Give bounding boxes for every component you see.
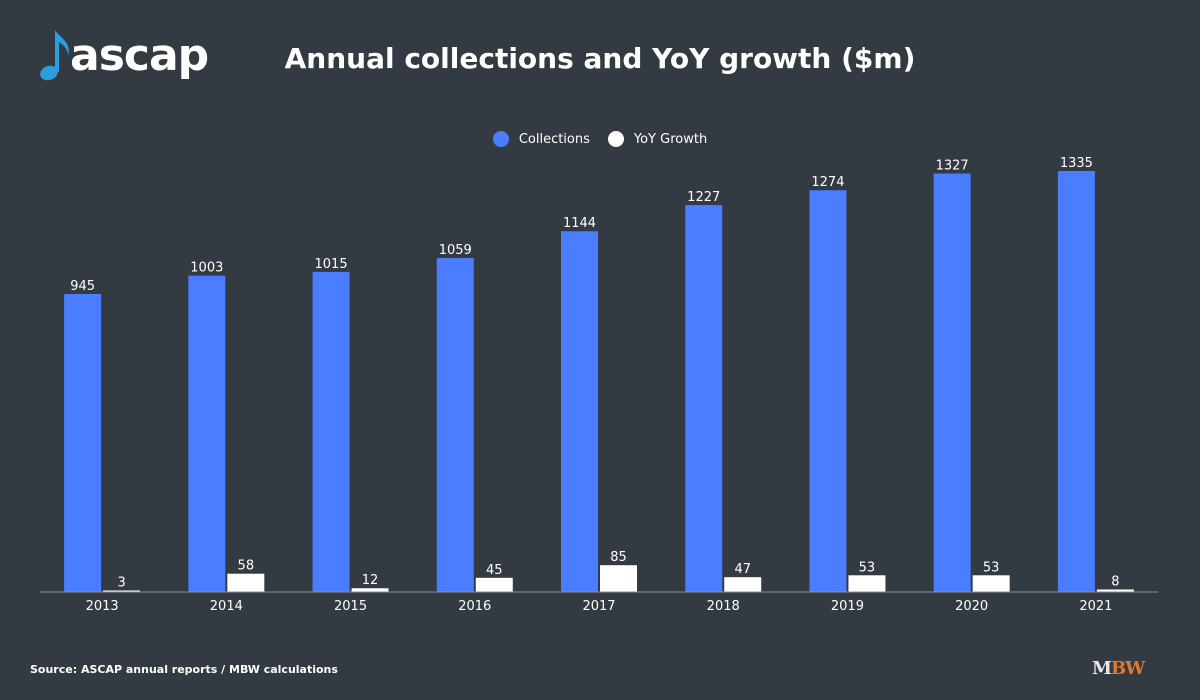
collections-label-2015: 1015 — [315, 257, 348, 272]
collections-bar-2016 — [436, 258, 474, 592]
yoy-growth-bar-2021 — [1096, 589, 1134, 592]
brand-m: M — [1092, 658, 1112, 679]
yoy-growth-bar-2017 — [600, 565, 637, 592]
legend-item-yoy-growth[interactable]: YoY Growth — [607, 131, 708, 147]
x-tick-label-2015: 2015 — [334, 599, 367, 614]
brand-bw: BW — [1110, 658, 1145, 679]
music-note-icon — [40, 30, 69, 81]
legend-label-collections: Collections — [518, 131, 590, 147]
source-note: Source: ASCAP annual reports / MBW calcu… — [30, 663, 338, 676]
logo-text: ascap — [70, 30, 209, 81]
collections-bar-2015 — [312, 271, 350, 592]
yoy-growth-bar-2018 — [724, 577, 762, 592]
bar-chart: 945 3 1003 58 1015 12 1059 45 1144 85 1227 47 1274 53… — [40, 156, 1158, 614]
collections-bar-2020 — [933, 173, 971, 593]
yoy-growth-bar-2015 — [351, 588, 389, 592]
yoy-growth-bar-2019 — [848, 575, 886, 592]
yoy-growth-bar-2016 — [475, 577, 513, 592]
collections-bar-2018 — [685, 205, 723, 593]
collections-bar-2021 — [1057, 171, 1095, 592]
yoy-growth-bar-2014 — [227, 573, 265, 592]
chart-legend: Collections YoY Growth — [0, 131, 1200, 147]
legend-label-yoy-growth: YoY Growth — [633, 131, 708, 147]
collections-label-2017: 1144 — [563, 216, 596, 231]
x-tick-label-2016: 2016 — [458, 599, 491, 614]
yoy-growth-label-2021: 8 — [1111, 574, 1119, 589]
yoy-growth-label-2015: 12 — [362, 573, 379, 588]
yoy-growth-bar-2020 — [972, 575, 1010, 592]
x-tick-label-2018: 2018 — [707, 599, 740, 614]
yoy-growth-label-2013: 3 — [117, 576, 125, 591]
collections-bar-2014 — [188, 275, 226, 592]
mbw-logo: MBW — [1092, 658, 1145, 679]
x-tick-label-2014: 2014 — [210, 599, 243, 614]
collections-label-2019: 1274 — [811, 175, 844, 190]
x-tick-label-2020: 2020 — [955, 599, 988, 614]
collections-label-2016: 1059 — [439, 243, 472, 258]
x-tick-label-2013: 2013 — [86, 599, 119, 614]
legend-swatch-yoy-growth — [607, 131, 624, 147]
bars-group: 945 3 1003 58 1015 12 1059 45 1144 85 1227 47 1274 53… — [64, 156, 1134, 593]
collections-label-2013: 945 — [70, 279, 95, 294]
chart-title: Annual collections and YoY growth ($m) — [284, 42, 916, 75]
yoy-growth-label-2020: 53 — [983, 560, 1000, 575]
collections-label-2020: 1327 — [936, 159, 969, 174]
yoy-growth-label-2017: 85 — [610, 550, 627, 565]
legend-swatch-collections — [492, 131, 509, 147]
x-tick-label-2017: 2017 — [582, 599, 615, 614]
ascap-logo — [38, 26, 208, 86]
collections-label-2021: 1335 — [1060, 156, 1093, 171]
yoy-growth-label-2016: 45 — [486, 563, 503, 578]
yoy-growth-label-2018: 47 — [734, 562, 751, 577]
yoy-growth-bar-2013 — [103, 590, 141, 592]
collections-bar-2019 — [809, 190, 847, 593]
x-tick-label-2021: 2021 — [1079, 599, 1112, 614]
x-axis-ticks: 2013 2014 2015 2016 2017 2018 2019 2020 2021 — [86, 599, 1113, 614]
collections-label-2014: 1003 — [190, 261, 223, 276]
collections-label-2018: 1227 — [687, 190, 720, 205]
yoy-growth-label-2014: 58 — [238, 559, 255, 574]
collections-bar-2013 — [64, 293, 102, 592]
x-tick-label-2019: 2019 — [831, 599, 864, 614]
collections-bar-2017 — [561, 231, 598, 592]
yoy-growth-label-2019: 53 — [859, 560, 876, 575]
legend-item-collections[interactable]: Collections — [492, 131, 590, 147]
